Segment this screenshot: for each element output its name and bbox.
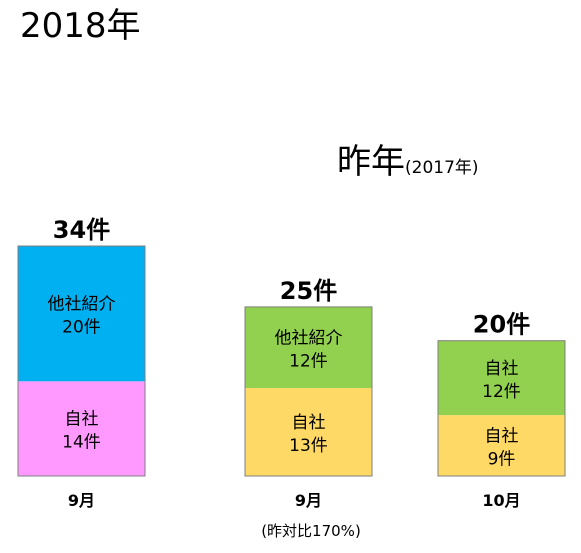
subtitle-note: (2017年) (405, 158, 479, 178)
month-tick-label: 9月 (295, 491, 322, 510)
bar-segment (18, 246, 145, 382)
bar-total-label: 20件 (473, 311, 530, 339)
bar-segment (245, 306, 372, 389)
bar-outline (437, 340, 566, 477)
bar-segment (438, 340, 565, 416)
segment-label: 自社 (485, 427, 519, 447)
segment-value-label: 14件 (62, 433, 101, 453)
segment-value-label: 13件 (289, 436, 328, 456)
bar-outline (244, 306, 373, 477)
segment-value-label: 12件 (289, 351, 328, 371)
segment-label: 自社 (65, 410, 99, 430)
bar-segment (438, 415, 565, 476)
segment-value-label: 12件 (482, 382, 521, 402)
segment-value-label: 9件 (488, 450, 516, 470)
month-tick-label: 9月 (68, 491, 95, 510)
month-tick-label: 10月 (482, 491, 520, 510)
segment-label: 自社 (292, 413, 326, 433)
bar-total-label: 25件 (280, 277, 337, 305)
segment-label: 自社 (485, 359, 519, 379)
chart-title: 2018年 (20, 6, 141, 46)
segment-label: 他社紹介 (48, 295, 116, 315)
bar-outline (17, 245, 146, 477)
segment-label: 他社紹介 (275, 328, 343, 348)
bar-total-label: 34件 (53, 216, 110, 244)
chart-subtitle: 昨年(2017年) (337, 142, 479, 183)
bar-segment (18, 381, 145, 476)
segment-value-label: 20件 (62, 318, 101, 338)
comparison-note: (昨対比170%) (261, 522, 361, 540)
bar-segment (245, 388, 372, 476)
subtitle-main: 昨年 (337, 142, 405, 182)
